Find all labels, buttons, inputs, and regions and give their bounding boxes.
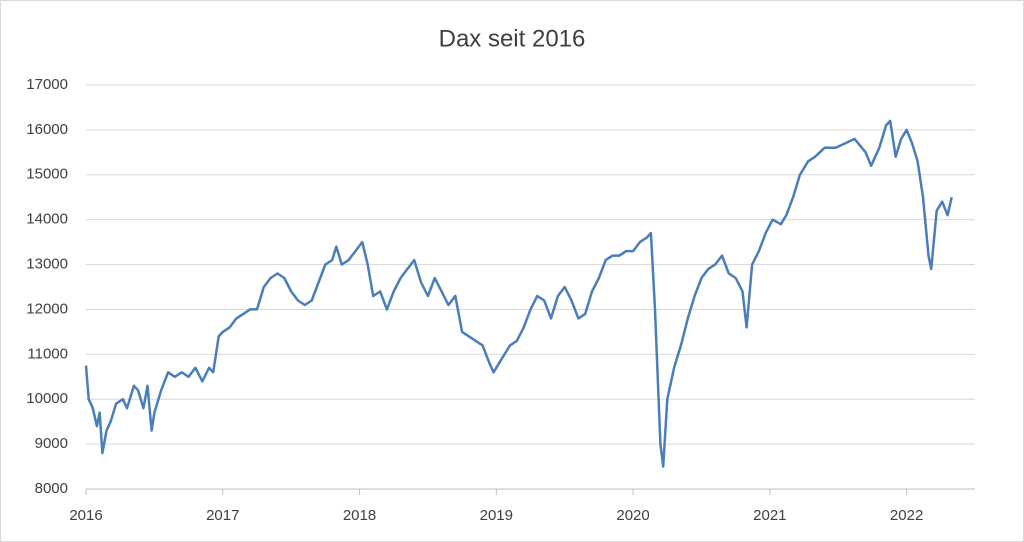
x-tick-label: 2018 [343,507,376,524]
y-tick-label: 15000 [26,166,68,183]
y-tick-label: 17000 [26,76,68,93]
y-tick-label: 9000 [35,435,68,452]
y-tick-label: 10000 [26,390,68,407]
y-tick-label: 16000 [26,121,68,138]
x-tick-label: 2022 [890,507,923,524]
y-tick-label: 13000 [26,256,68,273]
line-series [84,119,953,468]
x-tick-label: 2016 [69,507,102,524]
y-tick-label: 11000 [27,345,68,362]
y-tick-label: 8000 [35,480,68,497]
x-tick-label: 2021 [753,507,786,524]
y-tick-label: 12000 [26,300,68,317]
chart-title: Dax seit 2016 [439,25,586,52]
y-tick-label: 14000 [26,211,68,228]
x-tick-label: 2020 [616,507,649,524]
x-tick-label: 2019 [480,507,513,524]
x-tick-label: 2017 [206,507,239,524]
